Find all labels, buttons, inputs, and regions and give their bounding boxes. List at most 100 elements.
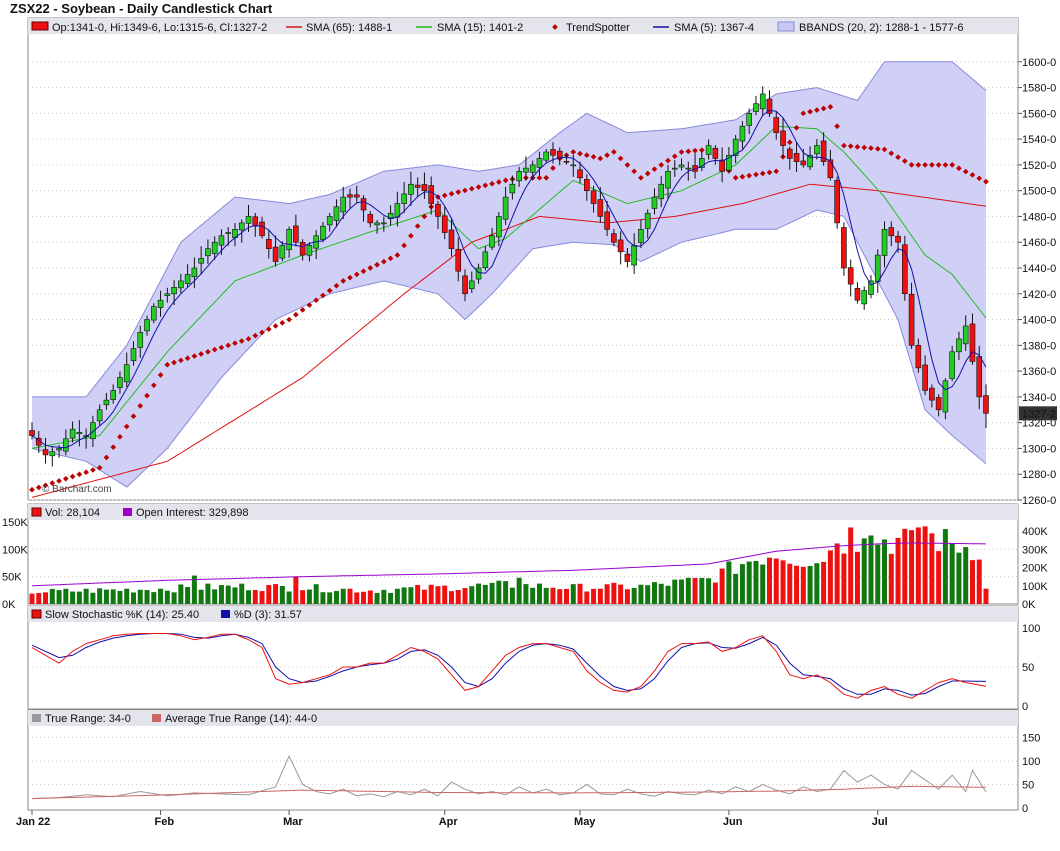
volume-bar <box>90 592 96 604</box>
volume-bar <box>469 586 475 604</box>
candle-body <box>753 103 759 112</box>
volume-right-tick-label: 400K <box>1022 526 1048 538</box>
trendspotter-dot <box>265 326 272 333</box>
volume-bar <box>164 590 170 604</box>
trendspotter-dot <box>604 152 610 159</box>
candle-body <box>895 235 901 243</box>
volume-bar <box>503 581 509 604</box>
volume-bar <box>699 577 705 604</box>
candle-body <box>238 222 245 231</box>
k-legend: Slow Stochastic %K (14): 25.40 <box>45 609 199 621</box>
volume-bar <box>739 564 745 604</box>
candle-body <box>347 194 353 198</box>
candle-body <box>536 158 543 168</box>
candle-body <box>414 184 421 188</box>
trendspotter-dot <box>387 255 394 262</box>
candle-body <box>42 449 49 456</box>
price-tick-label: 1380-0 <box>1022 340 1056 352</box>
volume-bar <box>597 588 603 604</box>
candle-body <box>814 145 820 155</box>
trendspotter-dot <box>171 359 177 366</box>
trendspotter-dot <box>482 182 489 189</box>
candle-body <box>983 395 989 414</box>
volume-bar <box>151 592 157 604</box>
trendspotter-dot <box>381 258 387 265</box>
trendspotter-dot <box>245 336 252 342</box>
volume-right-tick-label: 300K <box>1022 544 1048 556</box>
candle-body <box>800 160 807 166</box>
trendspotter-dot <box>205 348 211 355</box>
stochastic-legend-bar <box>28 606 1018 622</box>
candle-body <box>421 184 428 191</box>
trendspotter-dot <box>421 213 428 220</box>
volume-bar <box>963 547 969 604</box>
trendspotter-dot <box>238 338 245 344</box>
candle-body <box>333 206 340 221</box>
volume-bar <box>198 589 204 604</box>
volume-legend: Vol: 28,104 Open Interest: 329,898 <box>31 507 249 519</box>
volume-bar <box>212 589 218 604</box>
volume-bar <box>570 584 576 604</box>
true-range-gridlines <box>28 736 1018 785</box>
volume-bar <box>800 566 806 604</box>
volume-bar <box>929 533 935 604</box>
price-tick-label: 1320-0 <box>1022 418 1056 430</box>
volume-bar <box>766 557 772 604</box>
candle-body <box>902 244 908 295</box>
trendspotter-dot <box>272 323 279 329</box>
candle-body <box>712 147 719 159</box>
candle-body <box>665 171 671 189</box>
volume-bar <box>56 590 62 604</box>
volume-left-tick-label: 100K <box>2 544 28 556</box>
volume-bar <box>185 587 191 604</box>
volume-bar <box>36 593 42 604</box>
candle-body <box>63 438 69 452</box>
volume-bar <box>895 537 901 604</box>
volume-bar <box>130 592 136 604</box>
price-panel: 1260-0 1280-0 1300-0 1320-0 1340-0 1360-0 1380… <box>27 17 1057 507</box>
candle-body <box>793 153 800 162</box>
true-range-tick-label: 50 <box>1022 779 1034 791</box>
trendspotter-dot <box>306 302 313 308</box>
volume-bar <box>117 590 123 604</box>
candle-body <box>360 198 367 211</box>
candle-body <box>529 164 536 173</box>
bollinger-upper-line <box>32 61 987 398</box>
volume-bar <box>435 586 441 604</box>
candle-body <box>651 196 658 209</box>
volume-bar <box>63 588 69 604</box>
candle-body <box>847 267 854 285</box>
candle-body <box>604 211 610 230</box>
candle-body <box>834 180 840 224</box>
volume-bar <box>794 565 800 604</box>
volume-bar <box>577 583 583 604</box>
candle-body <box>225 232 232 234</box>
candle-body <box>780 130 786 146</box>
volume-bar <box>854 551 860 604</box>
volume-bar <box>347 588 353 604</box>
candle-body <box>198 258 204 264</box>
trendspotter-dot <box>807 108 813 115</box>
candle-body <box>441 215 448 233</box>
volume-bar <box>374 592 380 604</box>
candle-body <box>489 235 495 248</box>
price-tick-label: 1340-0 <box>1022 392 1056 404</box>
volume-bar <box>293 576 299 604</box>
candle-body <box>306 245 313 256</box>
price-legend-bar <box>28 18 1018 34</box>
true-range-axis: 0 50 100 150 <box>1022 732 1040 815</box>
volume-bar <box>543 587 549 604</box>
candle-body <box>178 280 184 289</box>
volume-bar <box>557 589 563 604</box>
volume-bar <box>604 584 610 604</box>
stochastic-legend: Slow Stochastic %K (14): 25.40 %D (3): 3… <box>31 609 302 621</box>
volume-bar <box>672 579 678 604</box>
trendspotter-dot <box>834 123 840 130</box>
candle-body <box>509 183 516 194</box>
stochastic-k-line <box>31 633 987 699</box>
trendspotter-dot <box>299 307 306 313</box>
month-label: Feb <box>155 816 175 828</box>
candle-body <box>624 253 631 262</box>
trendspotter-dot <box>123 423 130 430</box>
stochastic-tick-label: 0 <box>1022 701 1028 713</box>
